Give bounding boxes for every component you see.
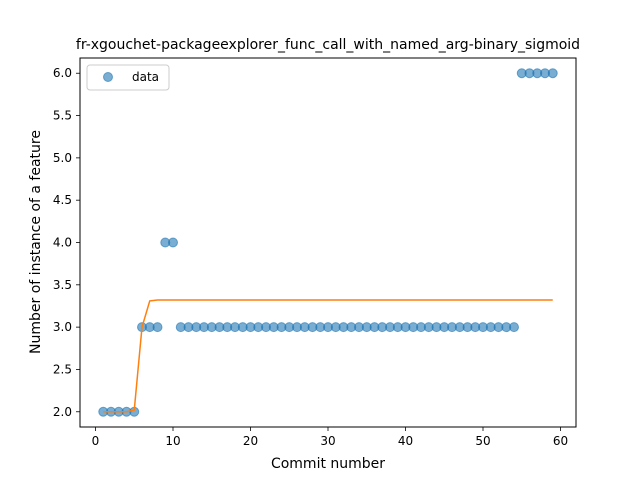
- y-tick-label: 3.0: [53, 320, 72, 334]
- x-tick-label: 40: [398, 434, 413, 448]
- y-tick-label: 6.0: [53, 66, 72, 80]
- y-tick-label: 2.5: [53, 362, 72, 376]
- legend: data: [86, 64, 170, 91]
- data-point: [547, 68, 558, 79]
- legend-box: [86, 64, 170, 91]
- data-point: [152, 322, 163, 333]
- y-tick-label: 2.0: [53, 405, 72, 419]
- x-tick-label: 10: [165, 434, 180, 448]
- y-tick-label: 5.5: [53, 109, 72, 123]
- fit-line: [103, 299, 553, 413]
- x-tick-label: 50: [475, 434, 490, 448]
- x-tick-label: 0: [92, 434, 100, 448]
- x-axis: 0 10 20 30 40 50 60: [92, 427, 568, 448]
- y-axis: 2.0 2.5 3.0 3.5 4.0 4.5 5.0 5.5 6.0: [53, 66, 80, 419]
- chart-title: fr-xgouchet-packageexplorer_func_call_wi…: [76, 37, 580, 53]
- plot-area: [98, 68, 558, 417]
- x-tick-label: 30: [320, 434, 335, 448]
- legend-marker-data: [103, 72, 113, 82]
- y-tick-label: 4.0: [53, 236, 72, 250]
- x-tick-label: 60: [553, 434, 568, 448]
- x-axis-label: Commit number: [271, 456, 385, 472]
- data-point: [168, 237, 178, 248]
- y-tick-label: 5.0: [53, 151, 72, 165]
- data-point: [509, 322, 519, 333]
- legend-label-data: data: [132, 70, 159, 84]
- y-tick-label: 3.5: [53, 278, 72, 292]
- y-tick-label: 4.5: [53, 193, 72, 207]
- y-axis-label: Number of instance of a feature: [28, 130, 44, 354]
- x-tick-label: 20: [243, 434, 258, 448]
